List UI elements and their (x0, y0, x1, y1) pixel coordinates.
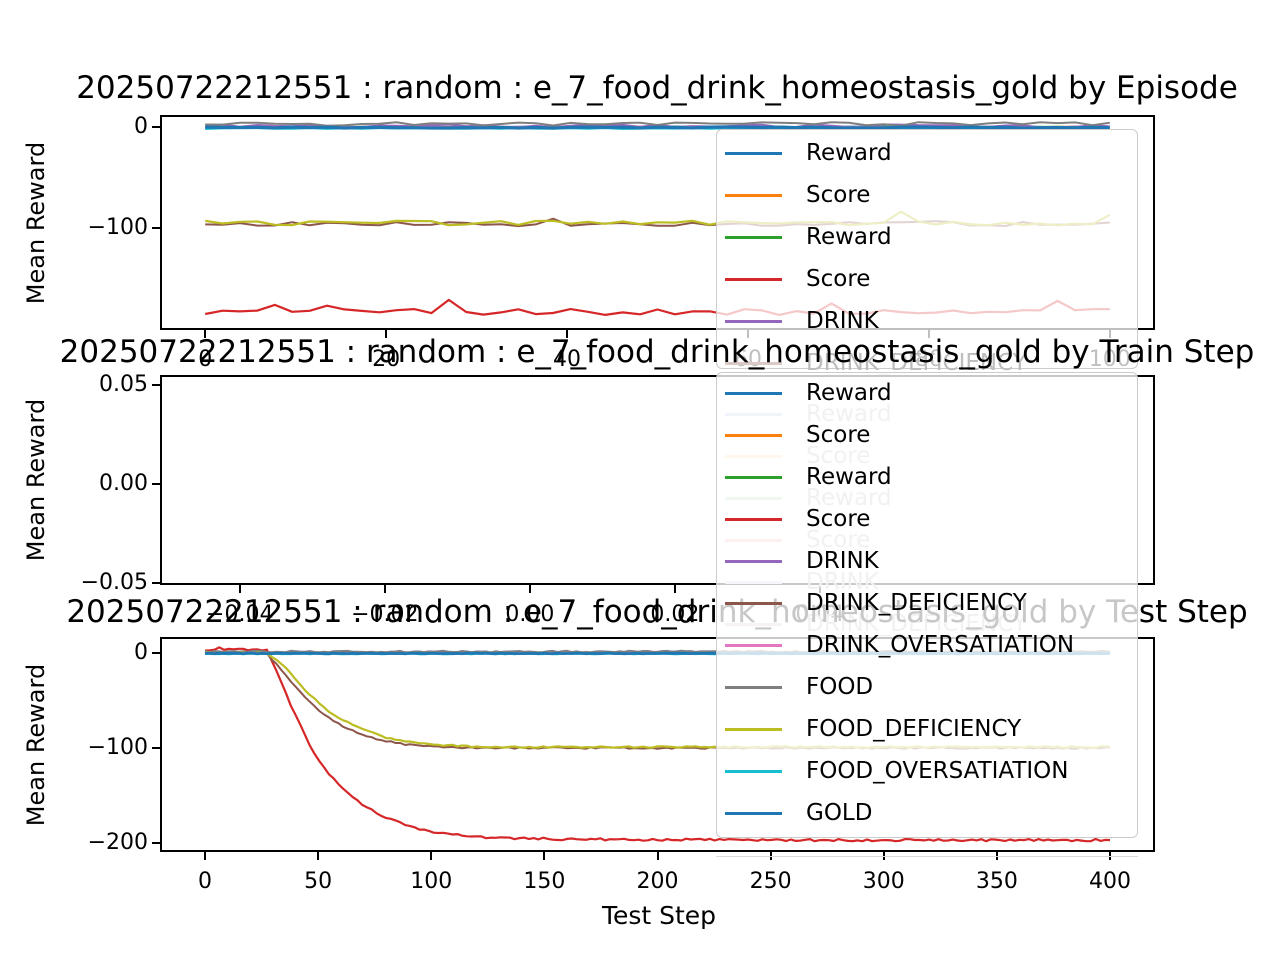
x-tick-mark (430, 852, 433, 860)
plot-lines (204, 121, 1111, 316)
x-tick-label: 250 (749, 869, 792, 894)
series-line-food (205, 121, 1110, 127)
x-tick-label: 400 (1088, 869, 1131, 894)
plot1-title: 20250722212551 : random : e_7_food_drink… (76, 70, 1238, 106)
series-line-score (204, 646, 1111, 843)
plot2-title: 20250722212551 : random : e_7_food_drink… (59, 334, 1255, 370)
x-tick-label: 0.02 (650, 602, 700, 627)
y-tick-label: −100 (87, 734, 148, 760)
legend-frame-remnant (716, 856, 1138, 857)
y-tick-mark (152, 384, 160, 387)
x-tick-mark (543, 852, 546, 860)
x-tick-mark (238, 585, 241, 593)
y-tick-mark (152, 483, 160, 486)
x-tick-label: 50 (304, 869, 333, 894)
x-tick-label: 0 (198, 869, 213, 894)
x-tick-label: 100 (410, 869, 453, 894)
y-tick-mark (152, 227, 160, 230)
x-tick-label: 0 (198, 347, 213, 372)
y-tick-label: −0.05 (80, 570, 148, 596)
x-tick-mark (528, 585, 531, 593)
x-tick-mark (818, 585, 821, 593)
x-tick-label: 300 (862, 869, 905, 894)
y-tick-label: 0 (134, 114, 148, 140)
series-line-score (204, 298, 1110, 316)
x-tick-label: −0.02 (351, 602, 419, 627)
x-tick-label: 40 (553, 347, 582, 372)
series-line-gold (205, 125, 1110, 130)
plot1-axes: Mean Reward 0 20 40 60 80 100 0 −100 (22, 114, 1155, 372)
y-tick-mark (152, 651, 160, 654)
x-tick-mark (656, 852, 659, 860)
series-line-gold (205, 651, 1110, 656)
y-tick-label: 0.00 (99, 471, 148, 497)
x-tick-mark (385, 330, 388, 338)
y-tick-mark (152, 746, 160, 749)
plot3-axes: Mean Reward Test Step 0 50 100 150 200 250 300… (22, 637, 1155, 930)
x-tick-mark (673, 585, 676, 593)
y-tick-mark (152, 126, 160, 129)
y-tick-label: 0 (134, 639, 148, 665)
x-tick-mark (566, 330, 569, 338)
y-tick-label: 0.05 (99, 372, 148, 398)
x-tick-label: 150 (523, 869, 566, 894)
x-tick-label: −0.04 (206, 602, 274, 627)
plot2-axes: Mean Reward −0.04 −0.02 0.00 0.02 0.04 0.05 0.… (22, 372, 1155, 627)
x-tick-label: 350 (975, 869, 1018, 894)
y-tick-label: −200 (87, 829, 148, 855)
series-line-drink_deficiency (204, 651, 1110, 750)
x-tick-label: 0.00 (505, 602, 555, 627)
series-line-food_deficiency (204, 651, 1111, 749)
plot-lines (204, 646, 1111, 843)
y-tick-mark (152, 582, 160, 585)
x-tick-label: 200 (636, 869, 679, 894)
y-tick-label: −100 (87, 215, 148, 241)
x-tick-mark (383, 585, 386, 593)
x-tick-mark (317, 852, 320, 860)
x-tick-mark (204, 330, 207, 338)
x-tick-mark (204, 852, 207, 860)
plot3-xlabel: Test Step (601, 901, 717, 930)
plot3-title: 20250722212551 : random : e_7_food_drink… (66, 594, 1248, 630)
y-tick-mark (152, 841, 160, 844)
x-tick-label: 20 (372, 347, 401, 372)
